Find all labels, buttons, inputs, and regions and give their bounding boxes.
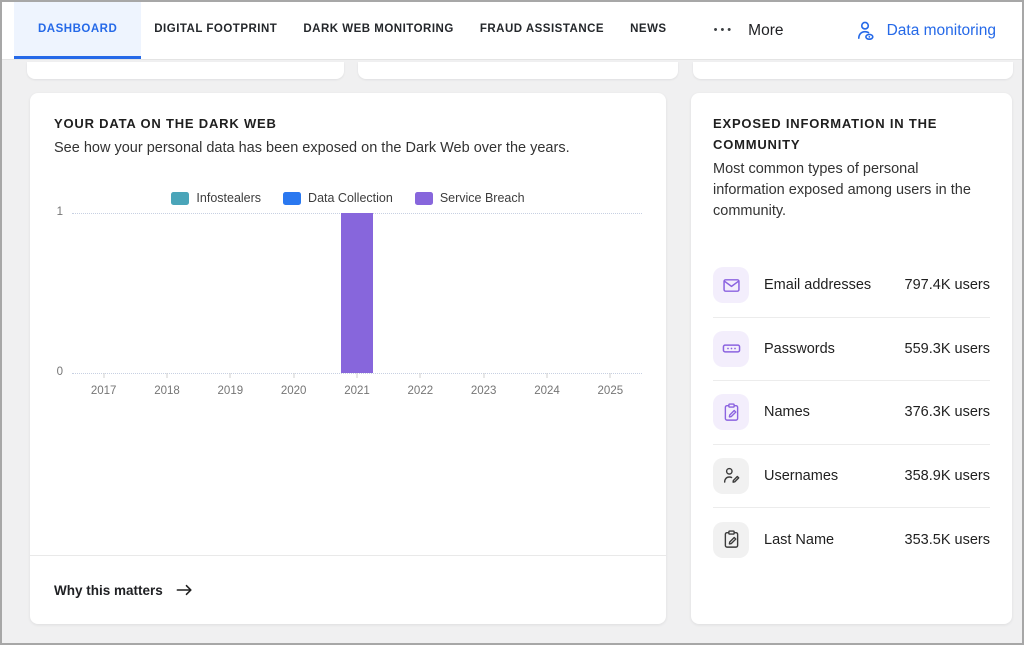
item-value: 797.4K users: [904, 277, 990, 294]
top-navigation: DASHBOARD DIGITAL FOOTPRINT DARK WEB MON…: [2, 2, 1022, 60]
chart-legend: Infostealers Data Collection Service Breac…: [30, 191, 666, 205]
page-content: YOUR DATA ON THE DARK WEB See how your p…: [2, 60, 1022, 643]
legend-item[interactable]: Data Collection: [283, 191, 393, 205]
x-axis-tick: [103, 373, 105, 378]
list-item-last-name: Last Name 353.5K users: [713, 508, 990, 572]
item-label: Last Name: [764, 531, 835, 548]
x-axis-label: 2020: [280, 385, 307, 397]
x-axis-label: 2018: [154, 385, 180, 397]
scrolled-card-remnant: [693, 62, 1013, 79]
item-label: Names: [764, 404, 810, 421]
item-value: 559.3K users: [904, 340, 990, 357]
x-axis-tick: [419, 373, 421, 378]
x-axis-tick: [483, 373, 485, 378]
x-axis-label: 2019: [217, 385, 244, 397]
nav-tabs: DASHBOARD DIGITAL FOOTPRINT DARK WEB MON…: [14, 2, 680, 59]
data-monitoring-label: Data monitoring: [886, 21, 996, 39]
legend-label: Data Collection: [308, 191, 393, 205]
x-axis-label: 2023: [470, 385, 497, 397]
x-axis-label: 2021: [344, 385, 370, 397]
x-axis-label: 2022: [407, 385, 434, 397]
tab-fraud-assistance[interactable]: FRAUD ASSISTANCE: [467, 2, 617, 59]
x-axis-label: 2024: [534, 385, 560, 397]
tab-label: DIGITAL FOOTPRINT: [154, 23, 278, 35]
card-title: YOUR DATA ON THE DARK WEB: [54, 116, 277, 131]
legend-swatch: [414, 191, 433, 205]
tab-dark-web-monitoring[interactable]: DARK WEB MONITORING: [290, 2, 466, 59]
tab-news[interactable]: NEWS: [617, 2, 680, 59]
exposed-info-list: Email addresses 797.4K users Passwords 5…: [713, 254, 990, 572]
scrolled-card-remnant: [27, 62, 344, 79]
y-axis-label: 1: [56, 206, 63, 218]
tab-label: FRAUD ASSISTANCE: [479, 23, 605, 35]
data-monitoring-button[interactable]: Data monitoring: [854, 2, 996, 59]
card-subtitle: See how your personal data has been expo…: [54, 140, 570, 156]
x-axis-label: 2017: [90, 385, 117, 397]
ellipsis-icon: •••: [713, 23, 735, 36]
legend-item[interactable]: Infostealers: [171, 191, 261, 205]
y-axis-label: 0: [56, 366, 63, 378]
card-description: Most common types of personal informatio…: [713, 161, 971, 219]
item-value: 353.5K users: [904, 531, 990, 548]
clipboard-edit-icon: [713, 394, 749, 431]
item-label: Email addresses: [764, 277, 872, 294]
tab-label: DARK WEB MONITORING: [303, 23, 454, 35]
tab-label: NEWS: [630, 23, 667, 35]
tab-dashboard[interactable]: DASHBOARD: [14, 2, 142, 59]
why-this-matters-link[interactable]: Why this matters: [54, 582, 194, 598]
person-eye-icon: [857, 21, 874, 41]
scrolled-card-remnant: [358, 62, 678, 79]
x-axis-tick: [356, 373, 358, 378]
legend-label: Service Breach: [439, 191, 525, 205]
x-axis-tick: [546, 373, 548, 378]
more-menu-button[interactable]: ••• More: [714, 2, 784, 59]
tab-label: DASHBOARD: [38, 23, 118, 35]
legend-label: Infostealers: [196, 191, 262, 205]
list-item-usernames: Usernames 358.9K users: [713, 445, 990, 508]
why-this-matters-label: Why this matters: [54, 582, 163, 598]
clipboard-edit-icon: [713, 521, 749, 558]
tab-digital-footprint[interactable]: DIGITAL FOOTPRINT: [141, 2, 290, 59]
item-label: Usernames: [764, 467, 839, 484]
exposed-information-card: EXPOSED INFORMATION IN THE COMMUNITY Mos…: [691, 93, 1012, 624]
person-edit-icon: [713, 457, 749, 494]
card-footer: Why this matters: [30, 555, 666, 624]
x-axis-tick: [229, 373, 231, 378]
x-axis-tick: [166, 373, 168, 378]
list-item-passwords: Passwords 559.3K users: [713, 318, 990, 381]
dark-web-exposure-card: YOUR DATA ON THE DARK WEB See how your p…: [30, 93, 666, 624]
x-axis-label: 2025: [597, 385, 624, 397]
chart-bar-service-breach-2021[interactable]: [341, 213, 373, 373]
legend-swatch: [283, 191, 302, 205]
item-value: 358.9K users: [904, 467, 990, 484]
x-axis-tick: [293, 373, 295, 378]
more-label: More: [748, 21, 784, 39]
list-item-email-addresses: Email addresses 797.4K users: [713, 254, 990, 318]
card-title: EXPOSED INFORMATION IN THE COMMUNITY: [713, 116, 938, 152]
legend-swatch: [171, 191, 190, 205]
exposure-bar-chart: 0 1 2017 2018 2019 2020 2021 2022 2023 2024 2025: [57, 206, 642, 397]
legend-item[interactable]: Service Breach: [414, 191, 525, 205]
arrow-right-icon: [176, 584, 192, 596]
item-label: Passwords: [764, 340, 835, 357]
list-item-names: Names 376.3K users: [713, 381, 990, 445]
x-axis-tick: [609, 373, 611, 378]
password-field-icon: [713, 330, 749, 367]
envelope-icon: [713, 267, 749, 304]
item-value: 376.3K users: [904, 404, 990, 421]
